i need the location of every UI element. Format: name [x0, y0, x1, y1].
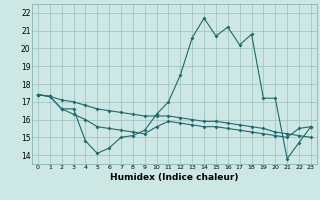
X-axis label: Humidex (Indice chaleur): Humidex (Indice chaleur)	[110, 173, 239, 182]
